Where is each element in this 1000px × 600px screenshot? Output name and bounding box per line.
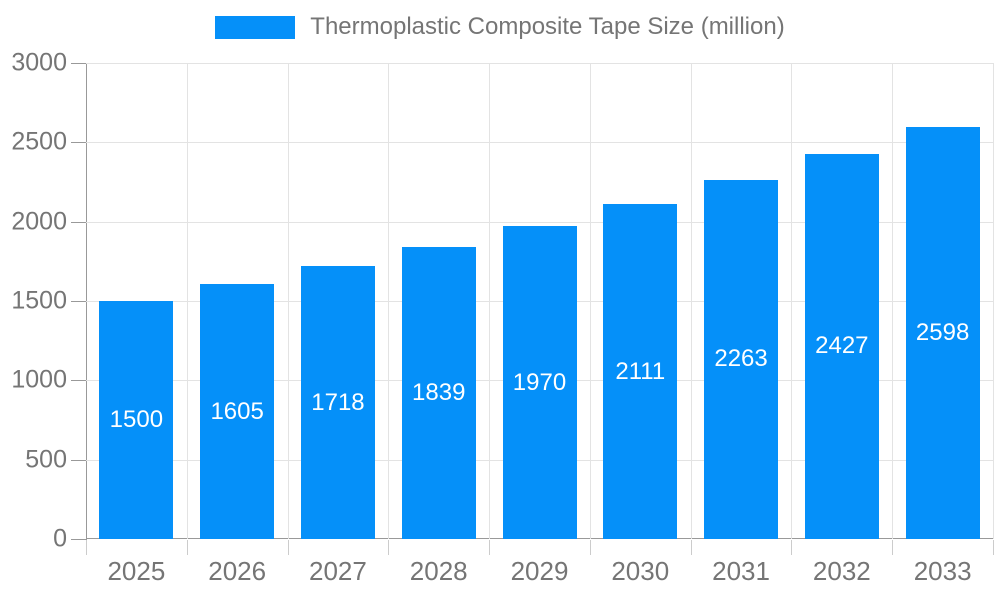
bar-value-label: 2111 xyxy=(615,357,666,385)
y-axis-tick xyxy=(71,539,86,540)
v-gridline xyxy=(892,63,894,539)
x-axis-label: 2026 xyxy=(208,556,267,586)
x-axis-label: 2027 xyxy=(309,556,367,586)
x-axis-tick xyxy=(86,540,87,555)
y-axis-tick xyxy=(71,459,86,461)
x-axis-label: 2025 xyxy=(107,556,166,586)
bar-value-label: 1500 xyxy=(109,406,164,433)
bar-2032[interactable] xyxy=(804,153,879,539)
h-gridline xyxy=(86,142,993,144)
v-gridline xyxy=(690,63,692,539)
legend-item[interactable]: Thermoplastic Composite Tape Size (milli… xyxy=(0,13,1000,40)
x-axis-tick xyxy=(186,540,188,555)
y-axis-label: 1000 xyxy=(11,365,67,394)
x-axis-label: 2030 xyxy=(611,556,670,586)
y-axis-tick xyxy=(71,63,86,64)
x-axis-tick xyxy=(388,540,390,555)
bar-2033[interactable] xyxy=(905,126,980,539)
h-gridline xyxy=(86,63,993,64)
y-axis-label: 3000 xyxy=(11,48,67,77)
y-axis-label: 1500 xyxy=(11,286,67,315)
bar-value-label: 1605 xyxy=(210,397,264,425)
y-axis-line xyxy=(86,63,87,555)
h-gridline xyxy=(86,221,993,223)
bar-value-label: 1839 xyxy=(412,379,466,407)
x-axis-tick xyxy=(791,540,793,555)
x-axis-label: 2033 xyxy=(913,556,972,586)
v-gridline xyxy=(791,63,793,539)
x-axis-tick xyxy=(690,540,692,555)
v-gridline xyxy=(287,63,289,539)
bar-2027[interactable] xyxy=(300,266,375,539)
bar-2031[interactable] xyxy=(704,179,779,539)
bar-value-label: 2427 xyxy=(815,332,869,360)
bar-2025[interactable] xyxy=(99,301,174,539)
v-gridline xyxy=(589,63,591,539)
bar-value-label: 2598 xyxy=(915,318,970,346)
x-axis-label: 2032 xyxy=(812,556,871,586)
v-gridline xyxy=(186,63,188,539)
x-axis-label: 2028 xyxy=(409,556,468,586)
v-gridline xyxy=(993,63,994,539)
x-axis-tick xyxy=(892,540,894,555)
legend-swatch xyxy=(215,15,296,39)
v-gridline xyxy=(489,63,491,539)
legend-label: Thermoplastic Composite Tape Size (milli… xyxy=(310,13,785,40)
bar-2026[interactable] xyxy=(200,284,275,539)
y-axis-label: 0 xyxy=(53,524,67,553)
plot-area: 0 500 1000 1500 2000 2500 3000 1500 2025 1605 2026… xyxy=(11,49,994,586)
x-axis-tick xyxy=(489,540,491,555)
bar-value-label: 1970 xyxy=(512,368,567,396)
y-axis-tick xyxy=(71,301,86,302)
x-axis-label: 2029 xyxy=(510,556,569,586)
bar-2030[interactable] xyxy=(603,204,678,539)
bar-value-label: 1718 xyxy=(311,388,365,416)
y-axis-label: 2000 xyxy=(11,207,67,236)
y-axis-tick xyxy=(71,221,86,223)
y-axis-tick xyxy=(71,142,86,144)
x-axis-tick xyxy=(589,540,591,555)
v-gridline xyxy=(388,63,390,539)
bar-value-label: 2263 xyxy=(714,345,768,373)
bar-2028[interactable] xyxy=(401,247,476,539)
x-axis-tick xyxy=(993,540,994,555)
x-axis-label: 2031 xyxy=(712,556,770,586)
x-axis-tick xyxy=(287,540,289,555)
y-axis-tick xyxy=(71,380,86,382)
bar-2029[interactable] xyxy=(502,226,577,539)
y-axis-label: 500 xyxy=(25,445,67,474)
y-axis-label: 2500 xyxy=(11,127,67,156)
